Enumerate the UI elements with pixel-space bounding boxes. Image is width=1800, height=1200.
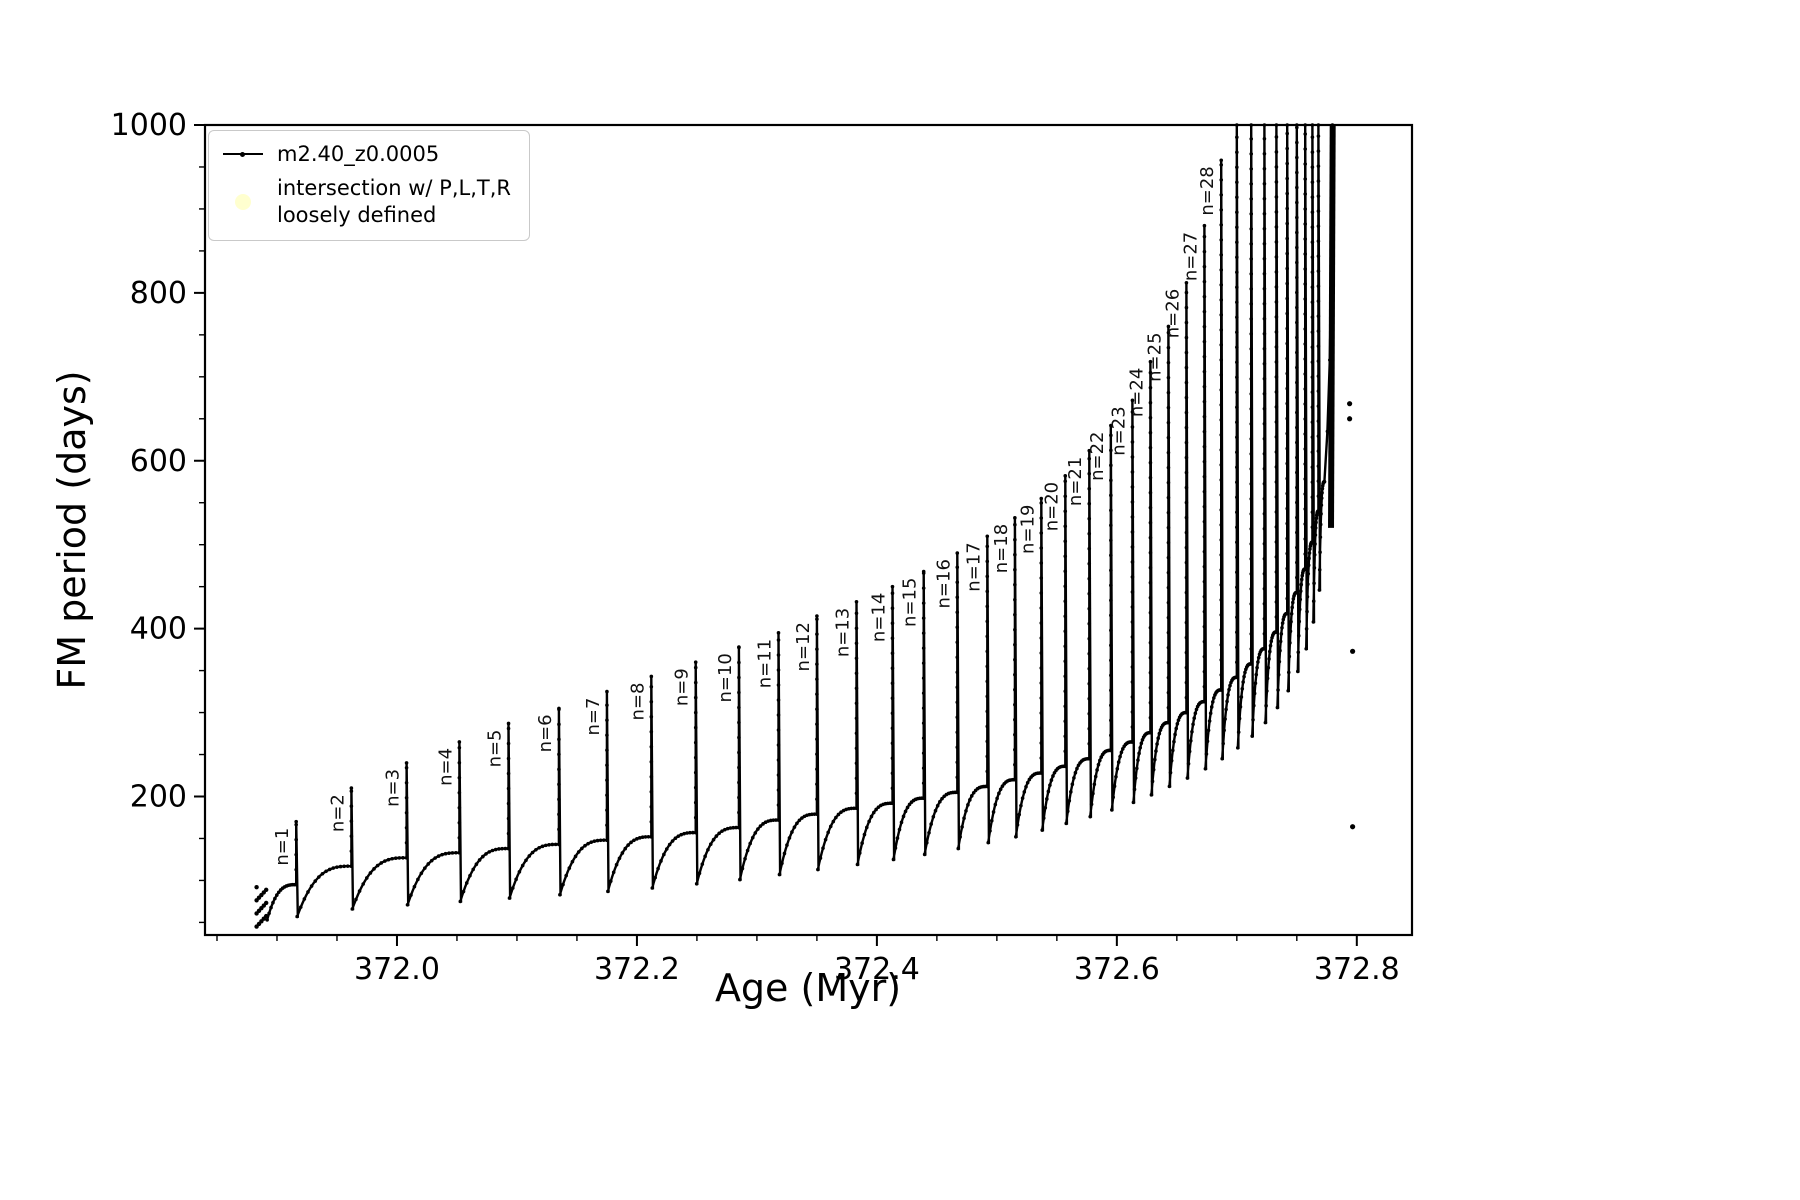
spike-label: n=25	[1144, 332, 1165, 381]
x-tick-label: 372.2	[594, 952, 680, 987]
spike-label: n=15	[900, 578, 921, 627]
line-dot-marker-icon	[223, 152, 263, 158]
y-tick-label: 600	[130, 444, 187, 479]
outlier-point	[1347, 401, 1353, 407]
legend-intersection-label-line1: intersection w/ P,L,T,R	[277, 176, 511, 201]
spike-label: n=1	[272, 828, 293, 866]
spike-label: n=21	[1065, 457, 1086, 506]
plot-border	[203, 123, 1414, 937]
spike-label: n=3	[383, 769, 404, 807]
x-tick-label: 372.0	[354, 952, 440, 987]
outlier-point	[1350, 648, 1356, 654]
spike-label: n=12	[793, 622, 814, 671]
spike-label: n=23	[1108, 406, 1129, 455]
spike-label: n=7	[583, 698, 604, 736]
spike-label: n=6	[535, 714, 556, 752]
spike-label: n=2	[327, 794, 348, 832]
spike-label: n=18	[991, 524, 1012, 573]
x-tick-label: 372.8	[1314, 952, 1400, 987]
series-m2.40_z0.0005	[254, 123, 1336, 929]
spike-label: n=20	[1041, 482, 1062, 531]
y-tick-label: 200	[130, 780, 187, 815]
spike-label: n=24	[1126, 368, 1147, 417]
spike-label: n=28	[1197, 166, 1218, 215]
outlier-point	[1347, 416, 1353, 422]
x-tick-label: 372.4	[834, 952, 920, 987]
x-axis-label: Age (Myr)	[714, 966, 902, 1010]
legend-series-label: m2.40_z0.0005	[277, 142, 440, 166]
spike-label: n=8	[627, 682, 648, 720]
spike-label: n=13	[832, 608, 853, 657]
legend-intersection-label-line2: loosely defined	[277, 202, 437, 227]
x-tick-label: 372.6	[1074, 952, 1160, 987]
spike-label: n=9	[672, 668, 693, 706]
y-axis-label: FM period (days)	[50, 370, 94, 690]
y-tick-label: 400	[130, 612, 187, 647]
legend: m2.40_z0.0005 intersection w/ P,L,T,R lo…	[208, 130, 530, 241]
yellow-dot-marker-icon	[223, 193, 263, 210]
spike-label: n=22	[1087, 431, 1108, 480]
spike-label: n=19	[1017, 505, 1038, 554]
spike-label: n=4	[435, 748, 456, 786]
y-tick-label: 800	[130, 276, 187, 311]
spike-label: n=17	[963, 542, 984, 591]
spike-label: n=26	[1162, 289, 1183, 338]
spike-label: n=27	[1180, 232, 1201, 281]
legend-entry-series: m2.40_z0.0005	[223, 141, 511, 167]
spike-label: n=10	[715, 653, 736, 702]
y-tick-label: 1000	[111, 108, 187, 143]
legend-entry-intersection: intersection w/ P,L,T,R loosely defined	[223, 175, 511, 228]
spike-label: n=16	[933, 559, 954, 608]
spike-label: n=11	[755, 639, 776, 688]
outlier-point	[1350, 824, 1356, 830]
spike-label: n=14	[868, 593, 889, 642]
spike-label: n=5	[485, 729, 506, 767]
